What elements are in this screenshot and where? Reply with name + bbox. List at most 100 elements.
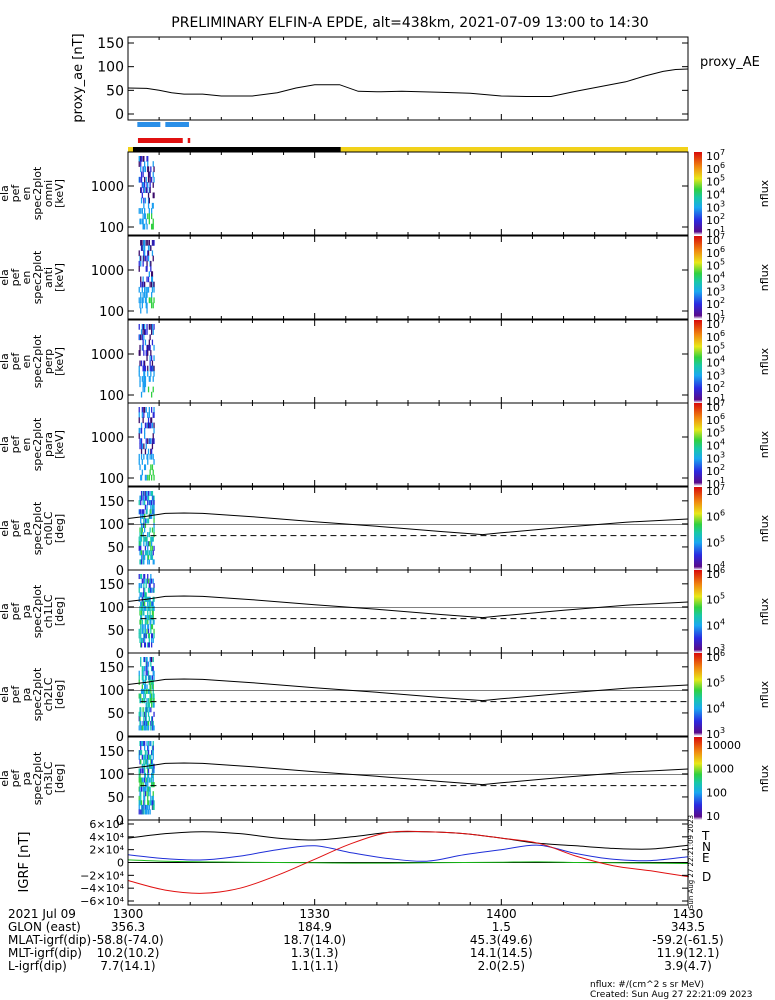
spectrogram-cell: [148, 213, 150, 220]
spectrogram-cell: [141, 281, 143, 288]
spectrogram-cell: [147, 754, 150, 760]
colorbar-base: 10: [706, 485, 720, 498]
spectrogram-cell: [146, 329, 148, 335]
spectrogram-cell: [147, 795, 149, 801]
spectrogram-cell: [140, 156, 142, 162]
panel-ylabel-line: omni: [42, 180, 55, 207]
spectrogram-cell: [150, 350, 152, 356]
spectrogram-cell: [148, 559, 150, 565]
spectrogram-cell: [153, 583, 155, 589]
spectrogram-cell: [143, 633, 145, 639]
y-tick-label: 100: [99, 305, 124, 320]
y-tick-label: −2×10⁴: [80, 869, 124, 882]
spectrogram-cell: [145, 782, 147, 788]
spectrogram-cell: [150, 245, 152, 251]
spectrogram-cell: [151, 541, 153, 547]
proxy-ae-frame: [127, 36, 689, 121]
spectrogram-cell: [142, 344, 144, 351]
colorbar-tick-label: 104: [706, 617, 725, 632]
panel-ylabel-line: ela: [0, 520, 11, 537]
spectrogram-cell: [140, 782, 143, 788]
spectrogram-cell: [148, 688, 150, 694]
spectrogram-cell: [148, 187, 150, 194]
spectrogram-cell: [147, 725, 150, 731]
spectrogram-cell: [140, 809, 142, 815]
spectrogram-cell: [139, 716, 141, 722]
spectrogram-cell: [143, 791, 145, 797]
spectrogram-cell: [147, 286, 149, 293]
colorbar-tick-label: 101: [706, 393, 725, 408]
spectrogram-cell: [139, 376, 141, 382]
spectrogram-frame: [127, 319, 689, 404]
spectrogram-cell: [143, 657, 145, 663]
spectrogram-cell: [139, 619, 141, 625]
colorbar-base: 10: [706, 440, 720, 453]
spectrogram-cell: [139, 637, 141, 643]
spectrogram-cell: [143, 688, 145, 694]
spectrogram-cell: [138, 777, 140, 783]
spectrogram-cell: [144, 376, 146, 382]
spectrogram-cell: [145, 759, 147, 765]
spectrogram-cell: [144, 527, 146, 533]
panel-ylabel-line: [deg]: [53, 514, 66, 543]
spectrogram-cell: [140, 208, 142, 214]
spectrogram-cell: [143, 759, 145, 765]
panel-ylabel-line: spec2plot: [31, 751, 44, 805]
spectrogram-cell: [147, 578, 150, 584]
spectrogram-cell: [153, 605, 155, 611]
spectrogram-cell: [142, 381, 144, 388]
ibo-indicator: [165, 122, 189, 127]
spectrogram-cell: [152, 281, 154, 288]
colorbar-base: 10: [706, 189, 720, 202]
y-tick-label: 0: [116, 647, 124, 662]
y-tick-label: 1000: [91, 264, 124, 279]
y-tick-label: 0: [116, 730, 124, 745]
spectrogram-cell: [140, 642, 143, 648]
spectrogram-cell: [146, 720, 148, 726]
spectrogram-cell: [144, 786, 146, 792]
spectrogram-cell: [138, 633, 140, 639]
colorbar-tick-label: 101: [706, 309, 725, 324]
spectrogram-cell: [149, 453, 151, 460]
spectrogram-cell: [152, 500, 154, 506]
spectrogram-cell: [144, 518, 147, 524]
spectrogram-cell: [146, 344, 148, 351]
spectrogram-cell: [147, 459, 149, 465]
plot-title: PRELIMINARY ELFIN-A EPDE, alt=438km, 202…: [171, 15, 648, 31]
spectrogram-cell: [144, 725, 146, 731]
spectrogram-cell: [149, 422, 151, 429]
spectrogram-cell: [144, 427, 146, 434]
spectrogram-cell: [153, 495, 155, 501]
spectrogram-cell: [147, 768, 150, 774]
spectrogram-cell: [140, 725, 142, 731]
colorbar: [694, 403, 702, 486]
spectrogram-cell: [147, 791, 150, 797]
colorbar-base: 10: [706, 594, 720, 607]
spectrogram-cell: [151, 763, 153, 769]
spectrogram-cell: [144, 619, 147, 625]
colorbar-tick-label: 102: [706, 380, 725, 395]
spectrogram-cell: [139, 782, 141, 788]
spectrogram-cell: [147, 745, 150, 751]
panel-ylabel-line: ela: [0, 603, 11, 620]
spectrogram-cell: [140, 786, 143, 792]
spectrogram-cell: [140, 245, 143, 251]
spectrogram-cell: [140, 795, 142, 801]
spectrogram-cell: [147, 438, 149, 445]
spectrogram-cell: [146, 260, 148, 267]
spectrogram-cell: [149, 355, 151, 362]
colorbar-exponent: 4: [720, 617, 725, 626]
spectrogram-cell: [150, 554, 152, 560]
spectrogram-cell: [151, 633, 153, 639]
spectrogram-cell: [148, 422, 150, 429]
spectrogram-cell: [140, 698, 142, 704]
spectrogram-cell: [149, 527, 151, 533]
spectrogram-cell: [143, 610, 145, 616]
spectrogram-cell: [148, 474, 150, 481]
spectrogram-cell: [140, 176, 143, 183]
spectrogram-cell: [149, 260, 151, 267]
spectrogram-cell: [140, 197, 143, 204]
spectrogram-cell: [143, 518, 145, 524]
spectrogram-cell: [149, 550, 151, 556]
spectrogram-cell: [144, 716, 147, 722]
